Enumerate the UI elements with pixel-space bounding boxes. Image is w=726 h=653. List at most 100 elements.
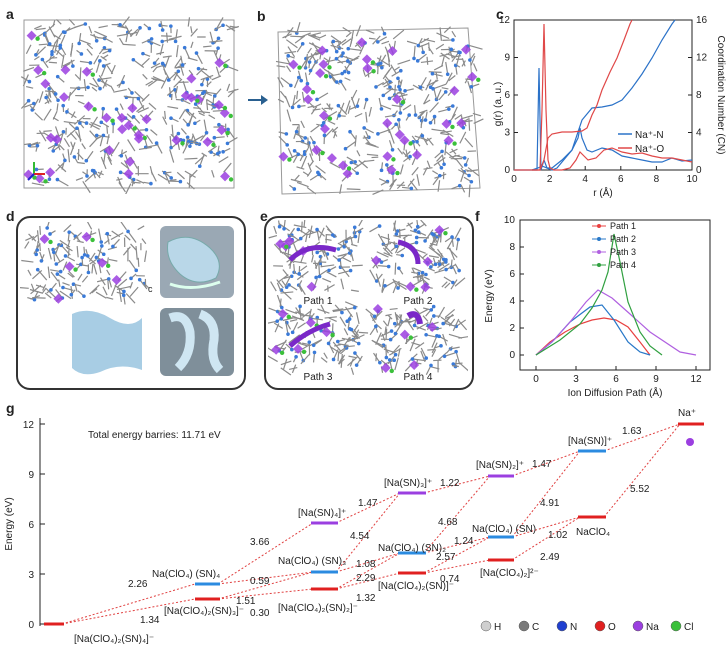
c-xtick: 2	[547, 174, 553, 185]
species-s7: Na(ClO₄) (SN)₂	[378, 543, 446, 554]
f-ylabel: Energy (eV)	[484, 269, 495, 322]
path-4-label: Path 4	[404, 372, 433, 383]
structure-image-d: c	[20, 222, 234, 376]
legend-path-2: Path 2	[610, 234, 636, 244]
structure-image-a	[20, 16, 240, 194]
f-xtick: 9	[653, 374, 659, 385]
diffusion-paths-image: Path 1 Path 2 Path 3 Path 4	[268, 220, 468, 383]
path-3-label: Path 3	[304, 372, 333, 383]
c-xtick: 4	[582, 174, 588, 185]
barrier-b16: 1.47	[532, 459, 552, 470]
barrier-b22: 5.52	[630, 484, 650, 495]
barrier-b1: 2.26	[128, 579, 148, 590]
g-ytick: 0	[28, 620, 34, 631]
arrow-icon	[248, 95, 268, 105]
f-ytick: 2	[509, 323, 515, 334]
g-ytick: 9	[28, 470, 34, 481]
c-ytick-right: 12	[696, 53, 708, 64]
c-ytick-right: 16	[696, 15, 708, 26]
barrier-b8: 4.54	[350, 531, 370, 542]
legend-path-3: Path 3	[610, 247, 636, 257]
c-ylabel-left: g(r) (a. u.)	[493, 82, 504, 126]
series-path-3	[535, 289, 697, 356]
barrier-b15: 0.74	[440, 574, 460, 585]
f-xtick: 12	[690, 374, 702, 385]
legend-na-o: Na⁺-O	[635, 144, 664, 155]
c-xtick: 0	[511, 174, 517, 185]
diffusion-energy-chart: 0 3 6 9 12 0 2 4 6 8 10 Energy (eV) Ion Diffusion …	[484, 215, 711, 399]
legend-path-4: Path 4	[610, 260, 636, 270]
barrier-b18: 4.91	[540, 498, 560, 509]
element-label: Na	[646, 622, 659, 633]
element-cl-icon	[670, 620, 682, 632]
c-ytick-right: 0	[696, 165, 702, 176]
f-ytick: 8	[509, 242, 515, 253]
panel-label-a: a	[6, 6, 14, 22]
species-s10: Na(ClO₄) (SN)	[472, 524, 536, 535]
f-ytick: 6	[509, 269, 515, 280]
panel-label-d: d	[6, 208, 15, 224]
f-xtick: 6	[613, 374, 619, 385]
series-na-o-rdf	[532, 23, 693, 171]
sodium-ion-icon	[686, 438, 694, 446]
panel-label-f: f	[475, 208, 480, 224]
element-label: Cl	[684, 622, 693, 633]
series-na-o-cn	[514, 19, 633, 171]
g-ytick: 12	[23, 420, 35, 431]
c-ylabel-right: Coordination Number (CN)	[715, 36, 726, 155]
path-2-label: Path 2	[404, 296, 433, 307]
element-h-icon	[480, 620, 492, 632]
barrier-b7: 1.47	[358, 498, 378, 509]
g-ylabel: Energy (eV)	[4, 497, 15, 550]
f-legend: Path 1 Path 2 Path 3 Path 4	[592, 221, 636, 270]
species-s14: Na⁺	[678, 408, 696, 419]
legend-na-n: Na⁺-N	[635, 130, 664, 141]
element-legend: H C N O Na Cl	[480, 620, 693, 633]
barrier-b17: 1.24	[454, 536, 474, 547]
g-note: Total energy barries: 11.71 eV	[88, 430, 221, 441]
barrier-b4: 0.59	[250, 576, 270, 587]
species-s0: [Na(ClO₄)₂(SN)₄]⁻	[74, 634, 154, 645]
f-ytick: 0	[509, 350, 515, 361]
c-ytick-left: 12	[499, 15, 511, 26]
f-ytick: 10	[504, 215, 516, 226]
c-xtick: 8	[654, 174, 660, 185]
barrier-b20: 2.49	[540, 552, 560, 563]
species-s5: [Na(ClO₄)₂(SN)₂]⁻	[278, 603, 358, 614]
element-na-icon	[632, 620, 644, 632]
element-n-icon	[556, 620, 568, 632]
c-ytick-right: 4	[696, 128, 702, 139]
panel-label-b: b	[257, 8, 266, 24]
barrier-b11: 1.32	[356, 593, 376, 604]
energy-diagram: 0 3 6 9 12 Energy (eV) Total energy barries:…	[4, 408, 704, 645]
series-path-1	[535, 317, 651, 356]
series-path-2	[535, 304, 651, 356]
barrier-b13: 4.68	[438, 517, 458, 528]
c-legend: Na⁺-N Na⁺-O	[618, 130, 664, 155]
g-ytick: 6	[28, 520, 34, 531]
c-ytick-left: 3	[504, 128, 510, 139]
f-xlabel: Ion Diffusion Path (Å)	[568, 386, 663, 399]
c-xtick: 6	[618, 174, 624, 185]
barrier-b14: 2.57	[436, 552, 456, 563]
path-1-label: Path 1	[304, 296, 333, 307]
species-s3: [Na(SN)₄]⁺	[298, 508, 346, 519]
d-axis-label-c: c	[148, 284, 153, 294]
element-o-icon	[594, 620, 606, 632]
species-s11: [Na(ClO₄)₂]²⁻	[480, 568, 539, 579]
panel-label-c: c	[496, 6, 504, 22]
barrier-b19: 1.02	[548, 530, 568, 541]
species-s4: Na(ClO₄) (SN)₃	[278, 556, 346, 567]
barrier-b5: 1.51	[236, 596, 256, 607]
barrier-b9: 1.08	[356, 559, 376, 570]
element-c-icon	[518, 620, 530, 632]
barrier-b12: 1.22	[440, 478, 460, 489]
species-s12: [Na(SN)]⁺	[568, 436, 612, 447]
f-xtick: 0	[533, 374, 539, 385]
c-xlabel: r (Å)	[593, 186, 612, 199]
c-ytick-left: 9	[504, 53, 510, 64]
barrier-b21: 1.63	[622, 426, 642, 437]
series-na-n-rdf	[532, 67, 693, 171]
c-ytick-left: 6	[504, 90, 510, 101]
element-label: H	[494, 622, 501, 633]
